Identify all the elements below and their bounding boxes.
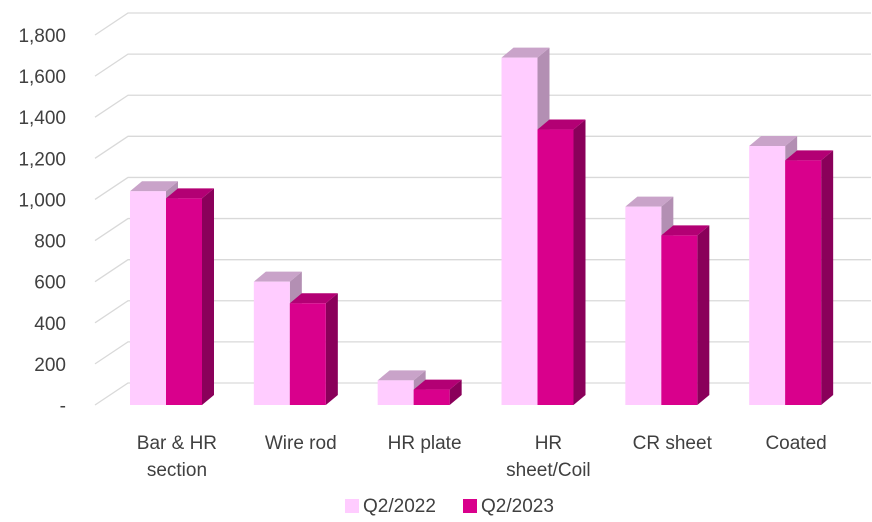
bar-top: [501, 47, 550, 58]
x-category-label: Wire rod: [265, 433, 337, 454]
y-tick-label: 1,800: [18, 26, 66, 47]
y-tick-label: 1,600: [18, 67, 66, 88]
legend-label: Q2/2022: [363, 496, 436, 517]
bar-side: [449, 379, 462, 405]
x-axis-categories: Bar & HR section Wire rod HR plate HR sheet/C…: [137, 433, 827, 481]
y-tick-label: 800: [34, 232, 66, 253]
bar-front: [413, 389, 450, 405]
bar-top: [253, 271, 302, 282]
legend-label: Q2/2023: [481, 496, 554, 517]
x-category-label: Bar & HR section: [137, 433, 217, 481]
y-tick-label: -: [60, 396, 66, 417]
bar-side: [202, 188, 214, 405]
bar-Q2/2023: [785, 150, 834, 405]
bar-front: [377, 380, 414, 405]
bars: [130, 47, 834, 406]
y-tick-label: 600: [34, 273, 66, 294]
bar-top: [625, 196, 674, 207]
y-tick-label: 1,400: [18, 108, 66, 129]
gridline: [94, 94, 871, 118]
bar-top: [130, 181, 178, 192]
bar-Q2/2023: [661, 225, 710, 405]
bar-top: [661, 225, 710, 236]
bar-front: [253, 281, 290, 405]
legend-swatch: [345, 499, 359, 513]
bar-side: [697, 225, 710, 405]
gridline: [94, 341, 871, 365]
bar-side: [325, 293, 338, 405]
gridline: [94, 12, 871, 36]
gridline: [94, 259, 871, 283]
bar-front: [749, 146, 786, 405]
bar-top: [537, 119, 586, 130]
bar-front: [661, 235, 698, 405]
bar-front: [537, 129, 574, 406]
y-tick-label: 1,200: [18, 149, 66, 170]
bar-top: [377, 370, 426, 381]
y-axis-ticks: - 200 400 600 800 1,000 1,200 1,400 1,600 1,800: [18, 26, 66, 417]
bar-side: [821, 150, 834, 405]
bar-front: [625, 206, 662, 405]
y-tick-label: 400: [34, 314, 66, 335]
gridline: [94, 300, 871, 324]
gridline: [94, 382, 871, 406]
y-tick-label: 1,000: [18, 190, 66, 211]
bar-top: [785, 150, 834, 161]
gridline: [94, 217, 871, 242]
bar-front: [501, 57, 538, 405]
x-category-label: HR sheet/Coil: [506, 433, 591, 481]
gridlines: [94, 12, 871, 406]
gridline: [94, 135, 871, 159]
gridline: [94, 53, 871, 77]
bar-Q2/2023: [166, 188, 214, 405]
legend-swatch: [463, 499, 477, 513]
bar-Q2/2023: [289, 293, 338, 405]
x-category-label: Coated: [765, 433, 826, 454]
bar-front: [166, 198, 202, 405]
bar-top: [749, 136, 798, 146]
bar-Q2/2023: [537, 119, 586, 406]
bar-front: [130, 191, 166, 405]
bar-top: [289, 293, 338, 304]
bar-top: [413, 379, 462, 390]
bar-front: [289, 303, 326, 405]
gridline: [94, 176, 871, 200]
bar-Q2/2023: [413, 379, 462, 405]
bar-side: [573, 119, 586, 406]
bar-top: [166, 188, 214, 199]
y-tick-label: 200: [34, 355, 66, 376]
legend: Q2/2022 Q2/2023: [345, 496, 554, 517]
bar-front: [785, 160, 822, 405]
x-category-label: CR sheet: [633, 433, 713, 454]
x-category-label: HR plate: [388, 433, 462, 454]
